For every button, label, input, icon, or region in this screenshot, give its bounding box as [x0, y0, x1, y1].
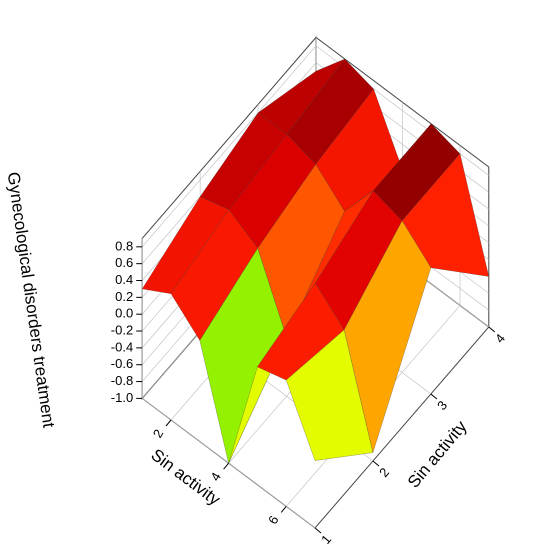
x-tick: [280, 506, 287, 513]
grid-line: [141, 45, 317, 248]
y-tick: [372, 460, 380, 467]
z-tick-label: -0.8: [111, 373, 133, 388]
z-tick-label: -1.0: [111, 390, 133, 405]
z-axis-title: Gynecological disorders treatment: [4, 171, 59, 429]
z-tick-label: 0.6: [115, 255, 133, 270]
x-tick-label: 6: [265, 513, 282, 527]
z-tick-label: 0.8: [115, 238, 133, 253]
y-tick-label: 2: [376, 465, 392, 480]
y-axis-title: Sin activity: [404, 417, 471, 492]
y-tick-label: 4: [492, 331, 508, 346]
x-tick: [223, 462, 229, 470]
surface: [141, 58, 490, 464]
x-tick: [165, 419, 172, 427]
y-tick: [314, 527, 322, 534]
z-tick-label: -0.4: [111, 339, 133, 354]
y-tick: [488, 326, 496, 333]
y-tick-label: 3: [434, 398, 450, 413]
x-tick-label: 4: [207, 470, 224, 484]
z-tick-label: -0.2: [111, 322, 133, 337]
y-tick: [430, 393, 438, 400]
z-tick-label: 0.0: [115, 306, 133, 321]
surface-patch: [285, 329, 374, 461]
z-tick-label: 0.2: [115, 289, 133, 304]
y-tick-label: 1: [318, 532, 334, 547]
z-tick-label: 0.4: [115, 272, 133, 287]
z-tick-label: -0.6: [111, 356, 133, 371]
x-tick-label: 2: [150, 427, 167, 441]
